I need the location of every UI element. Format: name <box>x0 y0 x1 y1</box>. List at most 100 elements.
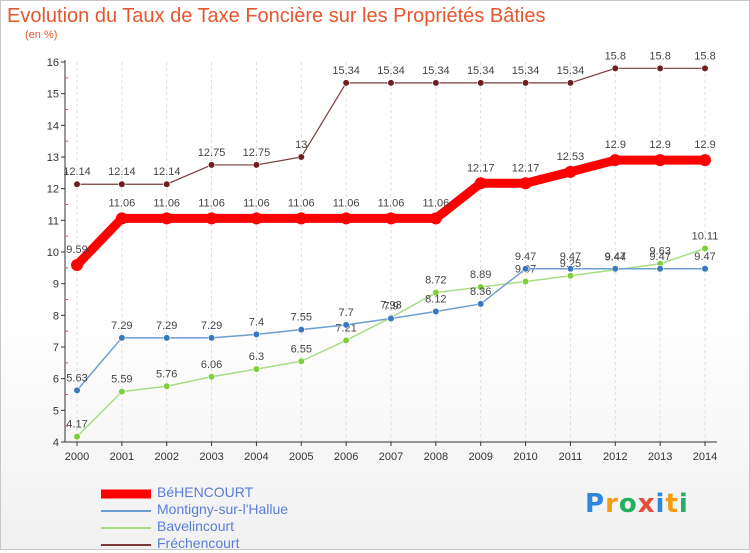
brand-letter: i <box>678 489 689 519</box>
data-point <box>207 161 216 169</box>
data-label: 15.8 <box>605 50 626 62</box>
data-label: 15.34 <box>422 65 450 77</box>
y-tick-label: 11 <box>48 215 59 227</box>
data-label: 7.7 <box>338 307 353 319</box>
brand-letter: r <box>605 489 619 519</box>
data-label: 9.47 <box>560 251 581 263</box>
x-tick-label: 2010 <box>513 451 537 463</box>
data-label: 12.75 <box>243 147 271 159</box>
data-label: 9.47 <box>649 251 670 263</box>
data-point <box>118 180 126 188</box>
x-tick-label: 2008 <box>424 451 448 463</box>
x-tick-label: 2000 <box>65 451 89 463</box>
data-point <box>71 258 83 271</box>
brand-letter: P <box>585 489 606 519</box>
y-tick-label: 8 <box>53 310 59 322</box>
data-point <box>432 307 440 316</box>
y-tick-label: 10 <box>47 247 59 259</box>
data-label: 11.06 <box>108 197 135 209</box>
data-label: 12.53 <box>557 151 585 163</box>
data-point <box>474 177 487 190</box>
data-label: 11.06 <box>288 197 315 209</box>
data-point <box>611 265 619 273</box>
data-label: 8.72 <box>425 275 446 287</box>
data-label: 11.06 <box>333 197 360 209</box>
data-label: 9.44 <box>605 252 626 264</box>
data-label: 8.36 <box>470 286 491 298</box>
chart-title: Evolution du Taux de Taxe Foncière sur l… <box>7 5 546 27</box>
data-label: 12.17 <box>467 162 495 174</box>
data-point <box>432 288 440 297</box>
brand-letter: i <box>655 489 666 519</box>
data-point <box>342 336 350 344</box>
data-label: 9.25 <box>560 258 581 270</box>
data-label: 5.63 <box>66 372 87 384</box>
data-label: 12.9 <box>605 139 626 151</box>
x-tick-label: 2014 <box>693 451 717 463</box>
y-tick-label: 6 <box>53 374 59 386</box>
data-label: 15.34 <box>467 65 495 77</box>
chart-unit: (en %) <box>25 29 58 41</box>
data-point <box>656 64 664 72</box>
data-point <box>521 265 530 273</box>
data-label: 9.47 <box>694 251 715 263</box>
data-label: 11.06 <box>422 197 449 209</box>
data-label: 8.12 <box>425 294 446 306</box>
data-point <box>519 177 532 190</box>
data-point <box>73 433 81 441</box>
x-tick-label: 2001 <box>110 451 134 463</box>
proxiti-logo: Proxiti <box>585 489 689 519</box>
x-tick-label: 2006 <box>334 451 358 463</box>
y-tick-label: 12 <box>47 184 59 196</box>
data-point <box>250 212 263 225</box>
data-label: 15.34 <box>512 65 540 77</box>
data-point <box>521 79 530 87</box>
data-point <box>252 330 261 338</box>
x-tick-label: 2002 <box>154 451 178 463</box>
data-label: 11.06 <box>243 197 270 209</box>
data-label: 6.3 <box>249 351 264 363</box>
series-line <box>76 247 706 438</box>
data-label: 11.06 <box>153 197 180 209</box>
data-label: 7.29 <box>156 320 177 332</box>
data-label: 9.63 <box>649 246 670 258</box>
data-label: 7.29 <box>111 320 132 332</box>
legend-swatch <box>101 543 151 546</box>
data-label: 13 <box>295 139 307 151</box>
y-tick-label: 14 <box>47 120 59 132</box>
data-point <box>207 373 216 381</box>
legend-swatch <box>101 526 151 529</box>
x-tick-label: 2009 <box>468 451 492 463</box>
y-tick-label: 16 <box>47 57 59 69</box>
data-label: 12.14 <box>108 166 136 178</box>
data-label: 12.75 <box>198 147 226 159</box>
legend-label: Bavelincourt <box>157 518 235 534</box>
y-tick-label: 4 <box>53 437 59 449</box>
data-label: 10.11 <box>692 231 719 243</box>
data-point <box>252 161 261 169</box>
y-tick-label: 13 <box>47 152 59 164</box>
y-tick-label: 7 <box>53 342 59 354</box>
x-tick-label: 2003 <box>199 451 223 463</box>
data-point <box>163 180 171 188</box>
data-point <box>564 165 577 178</box>
y-tick-label: 9 <box>53 279 59 291</box>
data-point <box>429 212 442 225</box>
data-point <box>699 154 711 167</box>
data-label: 9.59 <box>66 244 87 256</box>
data-label: 4.17 <box>66 419 87 431</box>
data-label: 12.9 <box>694 139 715 151</box>
data-point <box>521 277 530 286</box>
y-tick-label: 5 <box>53 405 59 417</box>
data-label: 7.9 <box>383 301 398 313</box>
data-point <box>73 386 81 394</box>
data-label: 15.8 <box>694 50 715 62</box>
data-point <box>387 79 395 87</box>
data-point <box>701 244 709 253</box>
data-point <box>566 272 575 280</box>
data-label: 7.4 <box>249 316 264 328</box>
data-label: 6.55 <box>291 343 312 355</box>
data-point <box>385 212 397 225</box>
data-label: 12.14 <box>153 166 181 178</box>
